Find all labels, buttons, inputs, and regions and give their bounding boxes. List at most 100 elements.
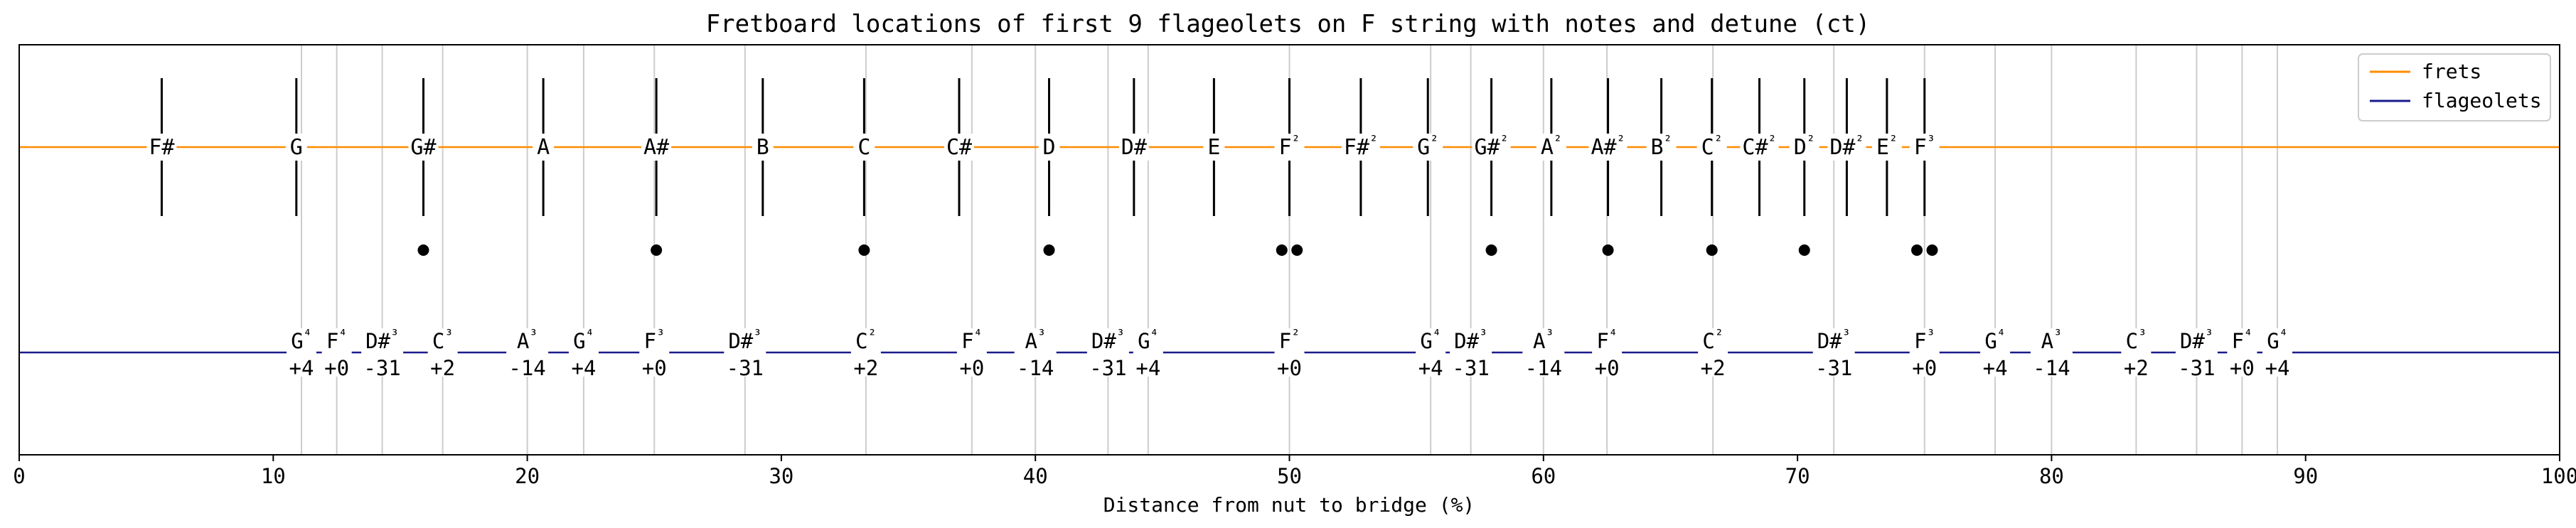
fret-note-label: G² [1417, 132, 1438, 160]
fret-label-bg [944, 134, 975, 161]
fret-label-bg [408, 134, 439, 161]
flageolet-detune-label: +0 [1595, 356, 1620, 380]
flageolet-label-bg [2227, 328, 2257, 377]
flageolet-label-bg [1522, 328, 1565, 377]
flageolet-dot [417, 244, 429, 256]
flageolet-note-label: D#³ [1454, 326, 1487, 353]
flageolet-labels: G⁴+4F⁴+0D#³-31C³+2A³-14G⁴+4F³+0D#³-31C²+… [286, 326, 2293, 380]
flageolet-dot [1602, 244, 1614, 256]
flageolet-label-bg [956, 328, 987, 377]
fret-note-label: F#² [1344, 132, 1378, 160]
flageolet-dot [1911, 244, 1923, 256]
flageolet-note-label: D#³ [2180, 326, 2213, 353]
flageolet-detune-label: +0 [959, 356, 984, 380]
fret-note-label: G# [410, 135, 436, 160]
fret-label-bg [1472, 134, 1511, 161]
flageolet-label-bg [1014, 328, 1057, 377]
fret-note-label: A [537, 135, 550, 160]
flageolet-detune-label: -31 [1815, 356, 1852, 380]
fret-label-bg [1588, 134, 1628, 161]
flageolet-label-bg [1980, 328, 2011, 377]
fret-label-bg [1203, 134, 1225, 161]
fret-label-bg [1827, 134, 1866, 161]
x-tick-label: 50 [1277, 464, 1302, 488]
x-tick-label: 90 [2293, 464, 2318, 488]
flageolet-detune-label: +4 [289, 356, 314, 380]
fret-label-bg [146, 134, 177, 161]
legend-frets-label: frets [2422, 60, 2481, 83]
flageolet-label-bg [286, 328, 316, 377]
flageolet-dot [651, 244, 663, 256]
fret-label-bg [752, 134, 774, 161]
fret-label-bg [1909, 134, 1940, 161]
flageolet-label-bg [1274, 328, 1305, 377]
fret-label-bg [1871, 134, 1902, 161]
flageolet-label-bg [506, 328, 549, 377]
fret-label-bg [1413, 134, 1443, 161]
flageolet-detune-label: -14 [2033, 356, 2070, 380]
fret-note-label: D# [1121, 135, 1147, 160]
flageolet-label-bg [2121, 328, 2152, 377]
flageolet-detune-label: -31 [1452, 356, 1489, 380]
legend-flageolets-label: flageolets [2422, 89, 2542, 112]
fret-label-bg [1789, 134, 1819, 161]
flageolet-detune-label: +2 [1701, 356, 1726, 380]
x-tick-label: 80 [2039, 464, 2064, 488]
fret-note-label: A# [643, 135, 669, 160]
flageolet-dot [1485, 244, 1497, 256]
x-axis-ticks: 0 10 20 30 40 50 60 70 80 90 100 [13, 455, 2576, 488]
fret-markers: F# G G# A A# B C C# D D# E F² F#² G² G#² A² A#² B² C² C#² D²… [146, 78, 1940, 216]
flageolet-detune-label: +4 [1418, 356, 1443, 380]
fret-note-label: D [1042, 135, 1055, 160]
flageolet-label-bg [321, 328, 352, 377]
flageolet-dot [1276, 244, 1288, 256]
flageolet-detune-label: -14 [1525, 356, 1562, 380]
flageolet-detune-label: +4 [2265, 356, 2290, 380]
fret-label-bg [1696, 134, 1727, 161]
flageolet-detune-label: +0 [1912, 356, 1937, 380]
fret-label-bg [533, 134, 555, 161]
flageolet-dots [417, 244, 1938, 256]
flageolet-detune-label: +0 [642, 356, 667, 380]
flageolet-note-label: A³ [1533, 326, 1554, 353]
fret-label-bg [1646, 134, 1677, 161]
flageolet-label-bg [639, 328, 670, 377]
flageolet-label-bg [1698, 328, 1728, 377]
x-axis-label: Distance from nut to bridge (%) [1103, 493, 1475, 517]
flageolet-label-bg [1909, 328, 1940, 377]
flageolet-detune-label: -31 [1089, 356, 1126, 380]
flageolet-dot [1291, 244, 1303, 256]
fret-label-bg [1740, 134, 1779, 161]
fret-label-bg [1118, 134, 1149, 161]
flageolet-label-bg [1450, 328, 1492, 377]
x-tick-label: 10 [261, 464, 286, 488]
flageolet-detune-label: +4 [571, 356, 596, 380]
flageolet-note-label: G⁴ [1138, 326, 1159, 353]
x-tick-label: 60 [1531, 464, 1556, 488]
flageolet-note-label: D#³ [728, 326, 761, 353]
flageolet-label-bg [568, 328, 599, 377]
x-tick-label: 100 [2541, 464, 2576, 488]
x-tick-label: 0 [13, 464, 25, 488]
flageolet-detune-label: +0 [2230, 356, 2255, 380]
flageolet-label-bg [361, 328, 404, 377]
flageolet-dot [858, 244, 870, 256]
flageolet-label-bg [1812, 328, 1855, 377]
flageolet-label-bg [427, 328, 458, 377]
flageolet-dot [1043, 244, 1055, 256]
fret-label-bg [1536, 134, 1566, 161]
flageolet-label-bg [850, 328, 881, 377]
x-tick-label: 20 [515, 464, 540, 488]
flageolet-label-bg [724, 328, 766, 377]
flageolet-detune-label: -14 [1017, 356, 1054, 380]
flageolet-detune-label: +4 [1983, 356, 2008, 380]
flageolet-detune-label: -31 [2178, 356, 2215, 380]
flageolet-detune-label: +2 [853, 356, 878, 380]
fret-label-bg [285, 134, 307, 161]
fret-label-bg [1274, 134, 1305, 161]
flageolet-detune-label: -31 [727, 356, 764, 380]
fret-note-label: F# [149, 135, 174, 160]
flageolet-detune-label: -31 [363, 356, 400, 380]
flageolet-detune-label: +2 [2124, 356, 2149, 380]
x-tick-label: 70 [1785, 464, 1810, 488]
